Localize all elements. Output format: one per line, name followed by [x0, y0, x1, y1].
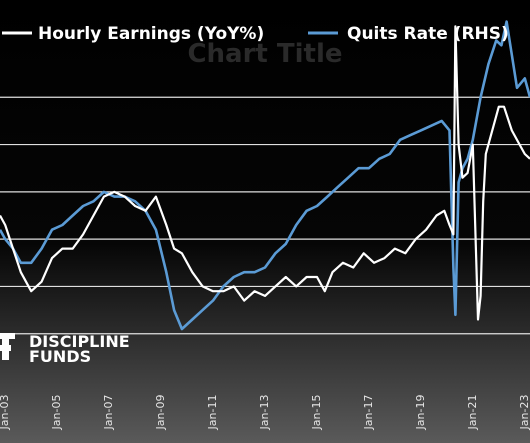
series-layer [0, 20, 530, 331]
series-line-hourly-earnings [0, 25, 530, 321]
x-axis-ticks: Jan-03 Jan-05 Jan-07 Jan-09 Jan-11 Jan-13 Jan-… [0, 395, 530, 431]
x-tick-label: Jan-19 [414, 395, 427, 431]
x-tick-label: Jan-07 [102, 395, 115, 431]
legend: Hourly Earnings (YoY%) Quits Rate (RHS) [2, 24, 509, 44]
x-tick-label: Jan-09 [154, 395, 167, 431]
watermark-line1: DISCIPLINE [29, 332, 130, 351]
x-tick-label: Jan-11 [206, 395, 219, 431]
gridlines [0, 96, 530, 335]
x-tick-label: Jan-15 [310, 395, 323, 431]
legend-item-earnings: Hourly Earnings (YoY%) [2, 24, 264, 44]
discipline-funds-logo-icon [0, 333, 15, 360]
legend-label-earnings: Hourly Earnings (YoY%) [38, 24, 264, 44]
x-tick-label: Jan-21 [466, 395, 479, 431]
x-tick-label: Jan-23 [518, 395, 530, 431]
series-line-quits-rate [0, 20, 530, 331]
legend-label-quits: Quits Rate (RHS) [347, 24, 509, 44]
x-tick-label: Jan-05 [50, 395, 63, 431]
watermark-logo: DISCIPLINE FUNDS [0, 332, 130, 366]
x-tick-label: Jan-17 [362, 395, 375, 431]
x-tick-label: Jan-03 [0, 395, 11, 431]
legend-item-quits: Quits Rate (RHS) [308, 24, 509, 44]
chart-title: Chart Title [187, 39, 342, 69]
x-tick-label: Jan-13 [258, 395, 271, 431]
watermark-line2: FUNDS [29, 347, 91, 366]
